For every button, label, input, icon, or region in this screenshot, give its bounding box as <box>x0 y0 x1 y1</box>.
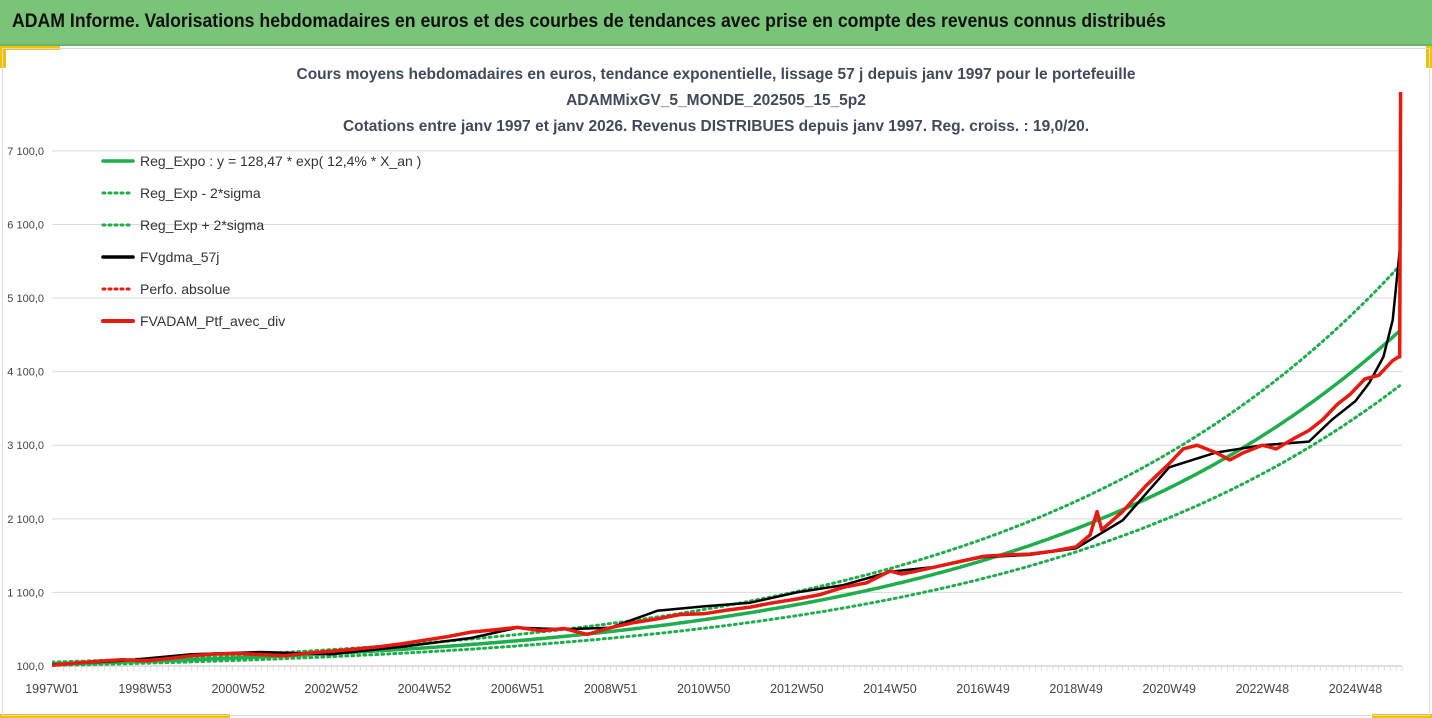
legend-item-reg-exp-plus-2sigma-label: Reg_Exp + 2*sigma <box>140 217 264 233</box>
y-tick-label: 2 100,0 <box>7 514 44 526</box>
series-reg-exp-minus-2sigma <box>52 384 1402 667</box>
chart-legend: Reg_Expo : y = 128,47 * exp( 12,4% * X_a… <box>101 153 421 329</box>
legend-item-reg-exp-minus-2sigma-label: Reg_Exp - 2*sigma <box>140 185 261 201</box>
accent-corner-top-left <box>0 46 6 68</box>
accent-bar-bottom-right <box>1372 714 1432 718</box>
x-tick-label: 2012W50 <box>770 682 824 696</box>
x-tick-label: 2000W52 <box>211 682 265 696</box>
y-tick-label: 7 100,0 <box>7 146 44 158</box>
x-tick-label: 2016W49 <box>956 682 1010 696</box>
x-tick-label: 2018W49 <box>1049 682 1103 696</box>
x-tick-label: 2020W49 <box>1142 682 1196 696</box>
page-title: ADAM Informe. Valorisations hebdomadaire… <box>12 11 1166 32</box>
legend-item-reg-expo-label: Reg_Expo : y = 128,47 * exp( 12,4% * X_a… <box>140 153 421 169</box>
series-fvadam-ptf-avec-div <box>52 91 1403 668</box>
x-tick-label: 2014W50 <box>863 682 917 696</box>
legend-item-fvadam-ptf-avec-div-label: FVADAM_Ptf_avec_div <box>140 313 285 329</box>
y-tick-label: 6 100,0 <box>7 219 44 231</box>
chart-frame <box>2 48 1430 716</box>
accent-bar-bottom-left <box>0 714 230 718</box>
x-tick-label: 2004W52 <box>398 682 452 696</box>
x-tick-label: 1998W53 <box>118 682 172 696</box>
y-tick-label: 100,0 <box>16 661 44 673</box>
x-tick-label: 2010W50 <box>677 682 731 696</box>
axis-layer: 100,0 1 100,0 2 100,0 3 100,0 4 100,0 5 100,0… <box>7 146 1403 696</box>
header-banner: ADAM Informe. Valorisations hebdomadaire… <box>0 0 1432 46</box>
legend-item-fvgdma-57j-label: FVgdma_57j <box>140 249 219 265</box>
x-tick-label: 2002W52 <box>305 682 359 696</box>
y-tick-label: 4 100,0 <box>7 367 44 379</box>
chart-title-line-2: ADAMMixGV_5_MONDE_202505_15_5p2 <box>566 92 866 109</box>
x-tick-label: 2022W48 <box>1236 682 1290 696</box>
series-layer <box>52 91 1403 668</box>
y-tick-label: 3 100,0 <box>7 440 44 452</box>
x-tick-label: 2006W51 <box>491 682 545 696</box>
series-reg-expo <box>52 329 1401 666</box>
y-tick-label: 5 100,0 <box>7 293 44 305</box>
legend-item-perfo-absolue-label: Perfo. absolue <box>140 281 230 297</box>
x-tick-label: 2024W48 <box>1329 682 1383 696</box>
chart-title-line-1: Cours moyens hebdomadaires en euros, ten… <box>296 66 1136 83</box>
x-tick-label: 1997W01 <box>25 682 79 696</box>
x-tick-label: 2008W51 <box>584 682 638 696</box>
chart-title-line-3: Cotations entre janv 1997 et janv 2026. … <box>342 118 1090 135</box>
y-tick-label: 1 100,0 <box>7 587 44 599</box>
